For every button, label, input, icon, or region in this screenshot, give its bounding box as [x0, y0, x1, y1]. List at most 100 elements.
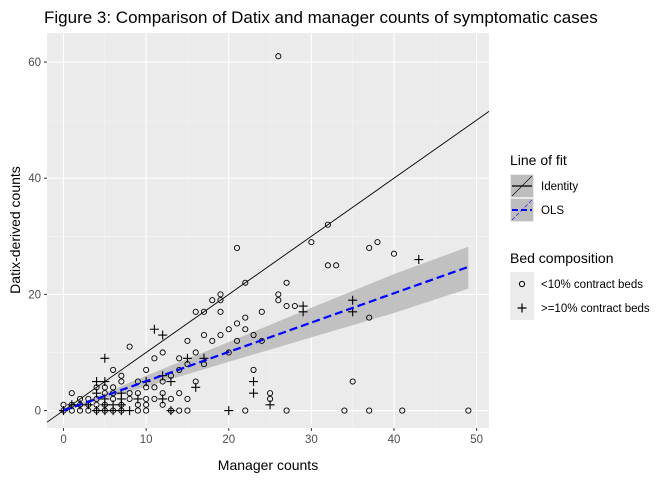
scatter-point-circle — [275, 297, 282, 304]
scatter-point-circle — [283, 407, 290, 414]
scatter-point-plus — [133, 394, 143, 404]
scatter-point-circle — [333, 262, 340, 269]
scatter-point-circle — [250, 366, 257, 373]
legend-label-ols: OLS — [541, 205, 564, 217]
scatter-point-plus — [125, 406, 135, 416]
legend-label-plus: >=10% contract beds — [541, 303, 650, 315]
legend-bed-composition: Bed composition <10% contract beds >=10%… — [510, 250, 650, 320]
scatter-point-circle — [283, 302, 290, 310]
scatter-point-circle — [267, 390, 274, 397]
scatter-point-plus — [249, 388, 259, 398]
scatter-point-circle — [110, 366, 117, 373]
y-tick-label: 0 — [35, 406, 41, 418]
scatter-point-circle — [275, 291, 282, 298]
scatter-point-circle — [192, 308, 199, 315]
x-tick-label: 30 — [305, 434, 318, 446]
scatter-point-circle — [217, 308, 224, 315]
scatter-point-circle — [242, 326, 249, 333]
scatter-point-circle — [143, 366, 150, 373]
scatter-point-circle — [217, 332, 224, 339]
scatter-point-plus — [414, 255, 424, 265]
legend-title-line-of-fit: Line of fit — [510, 152, 567, 168]
scatter-point-circle — [176, 407, 183, 414]
scatter-point-circle — [118, 372, 125, 379]
scatter-point-circle — [250, 332, 257, 339]
y-tick-label: 60 — [28, 57, 41, 69]
legend-identity-diag — [511, 175, 533, 197]
scatter-point-plus — [158, 330, 168, 340]
scatter-point-circle — [151, 355, 158, 362]
legend-label-circle: <10% contract beds — [541, 279, 643, 291]
scatter-point-circle — [126, 395, 133, 403]
scatter-point-circle — [275, 53, 282, 60]
scatter-point-circle — [176, 390, 183, 397]
scatter-point-circle — [465, 407, 472, 414]
scatter-point-circle — [126, 343, 133, 350]
major-grid — [47, 33, 489, 428]
x-tick-label: 10 — [140, 434, 153, 446]
x-tick-label: 20 — [222, 434, 235, 446]
scatter-point-plus — [100, 353, 110, 363]
scatter-point-circle — [184, 395, 191, 403]
scatter-point-plus — [298, 301, 308, 311]
data-points — [59, 53, 472, 416]
legend-label-identity: Identity — [541, 181, 578, 193]
scatter-point-plus — [149, 324, 159, 334]
scatter-point-plus — [191, 382, 201, 392]
scatter-point-circle — [118, 378, 125, 385]
scatter-point-circle — [209, 337, 216, 344]
scatter-point-circle — [242, 407, 249, 414]
x-tick-label: 50 — [470, 434, 483, 446]
scatter-point-circle — [233, 337, 241, 344]
x-axis-title: Manager counts — [218, 457, 318, 473]
scatter-point-circle — [366, 314, 373, 321]
scatter-point-plus — [166, 377, 176, 387]
scatter-point-circle — [143, 395, 150, 403]
legend-key-circle — [510, 272, 534, 296]
scatter-point-circle — [200, 308, 208, 315]
scatter-point-circle — [134, 407, 141, 414]
scatter-point-circle — [374, 239, 381, 246]
scatter-point-circle — [110, 384, 117, 391]
legend-circle-marker — [518, 280, 526, 288]
scatter-point-circle — [151, 384, 158, 391]
scatter-point-circle — [151, 395, 158, 403]
scatter-point-circle — [258, 308, 265, 315]
scatter-point-circle — [324, 262, 331, 269]
scatter-point-plus — [166, 406, 176, 416]
y-axis-ticks: 0 20 40 60 — [28, 57, 47, 418]
scatter-point-circle — [68, 390, 75, 397]
scatter-point-circle — [399, 407, 406, 414]
scatter-point-plus — [108, 400, 118, 410]
scatter-point-circle — [200, 332, 208, 339]
x-tick-label: 40 — [388, 434, 401, 446]
scatter-point-circle — [242, 314, 249, 321]
x-tick-label: 0 — [60, 434, 66, 446]
scatter-point-circle — [341, 407, 348, 414]
y-axis-title: Datix-derived counts — [7, 166, 23, 294]
scatter-point-circle — [291, 302, 298, 310]
scatter-point-circle — [324, 221, 331, 228]
scatter-point-plus — [158, 394, 168, 404]
scatter-point-circle — [366, 244, 373, 251]
plot-panel — [47, 33, 489, 428]
scatter-point-circle — [308, 239, 315, 246]
scatter-point-circle — [176, 355, 183, 362]
legend-ols-diag — [511, 199, 533, 221]
y-tick-label: 40 — [28, 173, 41, 185]
scatter-point-circle — [126, 390, 133, 397]
scatter-point-circle — [349, 378, 356, 385]
scatter-point-plus — [348, 295, 358, 305]
ols-ci-band — [63, 246, 469, 411]
scatter-point-circle — [242, 279, 249, 286]
scatter-point-plus — [182, 353, 192, 363]
chart-title: Figure 3: Comparison of Datix and manage… — [44, 8, 598, 27]
scatter-point-plus — [92, 406, 102, 416]
x-axis-ticks: 0 10 20 30 40 50 — [60, 428, 483, 446]
scatter-point-circle — [233, 244, 241, 251]
scatter-point-circle — [184, 337, 191, 344]
legend-plus-marker — [517, 303, 527, 313]
scatter-point-circle — [366, 407, 373, 414]
scatter-point-circle — [184, 407, 191, 414]
